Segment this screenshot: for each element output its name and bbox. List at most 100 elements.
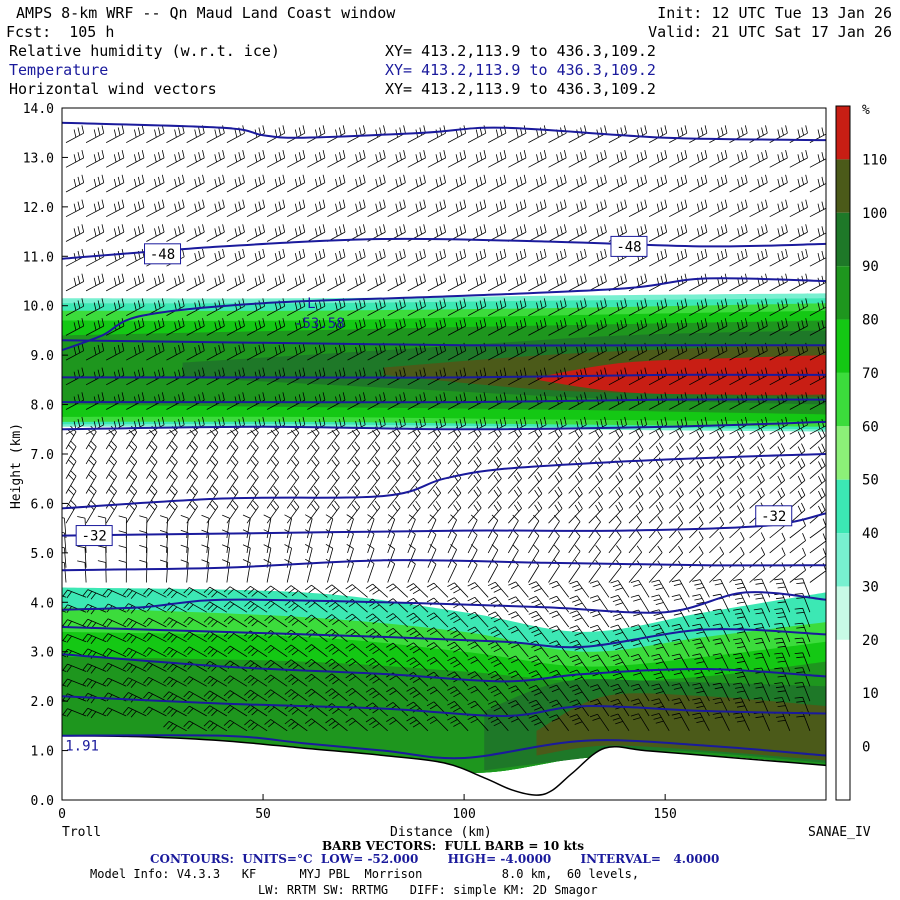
wind-barb-360: [264, 674, 288, 687]
wind-barb-583: [407, 224, 426, 242]
wind-barb-491: [345, 687, 368, 702]
wind-barb-715: [488, 224, 507, 242]
wind-barb-255: [206, 174, 225, 193]
wind-barb-1145: [749, 199, 768, 218]
wind-barb-723: [487, 670, 509, 687]
wind-barb-299: [223, 601, 248, 613]
wind-barb-581: [407, 273, 426, 292]
wind-barb-565: [407, 558, 416, 583]
wind-barb-408: [306, 441, 320, 465]
wind-barb-870: [588, 442, 603, 465]
wind-barb-548: [387, 273, 406, 292]
wind-barb-578: [407, 342, 426, 361]
wind-barb-285: [226, 248, 245, 267]
wind-barb-69: [82, 633, 107, 645]
contour-label-box-1: [610, 235, 648, 257]
wind-barb-675: [467, 392, 487, 410]
wind-barb-1240: [809, 298, 826, 316]
wind-barb-164: [143, 647, 167, 658]
wind-barb-272: [226, 500, 239, 524]
wind-barb-857: [569, 640, 590, 657]
wind-barb-234: [183, 587, 207, 598]
wind-barb-341: [266, 455, 280, 479]
wind-barb-1064: [709, 502, 725, 524]
wind-barb-941: [628, 342, 647, 361]
wind-barb-727: [487, 611, 509, 628]
wind-barb-173: [166, 500, 178, 524]
wind-barb-1054: [692, 653, 710, 672]
wind-barb-131: [122, 662, 147, 674]
wind-barb-436: [325, 514, 334, 539]
wind-barb-338: [266, 500, 280, 524]
wind-barb-334: [263, 559, 272, 583]
wind-barb-887: [589, 684, 610, 702]
wind-barb-1198: [789, 473, 806, 494]
wind-barb-909: [608, 318, 627, 336]
x-axis-label: Distance (km): [390, 825, 492, 840]
wind-barb-612: [427, 318, 446, 336]
wind-barb-818: [548, 125, 567, 143]
wind-barb-745: [508, 298, 527, 316]
wind-barb-100: [102, 648, 127, 658]
y-tick-label-2: 2.0: [31, 695, 54, 710]
wind-barb-139: [139, 530, 148, 553]
wind-barb-59: [85, 224, 105, 242]
wind-barb-296: [223, 645, 248, 658]
wind-barb-286: [226, 224, 245, 242]
wind-barb-1211: [789, 199, 808, 218]
wind-barb-974: [648, 342, 668, 361]
wind-barb-67: [82, 663, 107, 674]
wind-barb-98: [102, 677, 127, 687]
wind-barb-1006: [669, 367, 688, 386]
wind-barb-521: [367, 125, 386, 143]
wind-barb-884: [588, 125, 607, 143]
wind-barb-305: [246, 500, 259, 524]
wind-barb-667: [467, 514, 478, 539]
wind-barb-359: [264, 689, 288, 702]
wind-barb-494: [345, 643, 368, 658]
wind-barb-842: [568, 342, 587, 361]
wind-barb-1105: [729, 367, 748, 386]
wind-barb-502: [367, 514, 375, 539]
wind-barb-182: [166, 342, 185, 361]
wind-barb-492: [345, 673, 368, 687]
wind-barb-1206: [789, 318, 808, 336]
wind-barb-901: [608, 472, 624, 494]
wind-barb-281: [226, 342, 245, 361]
wind-barb-1179: [769, 174, 788, 193]
wind-barb-485: [347, 199, 366, 218]
wind-barb-757: [508, 655, 529, 672]
wind-barb-482: [347, 273, 366, 292]
wind-barb-872: [588, 416, 607, 435]
wind-barb-488: [347, 125, 366, 143]
wind-barb-233: [183, 601, 207, 613]
wind-barb-1063: [709, 516, 725, 539]
wind-barb-834: [568, 486, 583, 509]
wind-barb-1213: [789, 150, 808, 168]
wind-barb-201: [163, 587, 187, 599]
wind-barb-1062: [709, 531, 725, 554]
barb-legend: BARB VECTORS: FULL BARB = 10 kts: [322, 839, 585, 853]
wind-barb-113: [125, 440, 138, 465]
wind-barb-1140: [749, 318, 768, 336]
wind-barb-927: [610, 580, 630, 598]
wind-barb-1104: [729, 392, 748, 410]
wind-barb-1166: [769, 458, 786, 480]
wind-barb-467: [346, 543, 354, 568]
wind-barb-1177: [769, 224, 788, 242]
wind-barb-1180: [769, 150, 788, 168]
wind-barb-1146: [749, 174, 768, 193]
wind-barb-1067: [709, 457, 725, 479]
contour-label-box-2: [75, 525, 113, 547]
wind-barb-560: [386, 642, 409, 657]
wind-barb-326: [244, 689, 268, 702]
wind-barb-374: [286, 456, 300, 479]
wind-barb-1037: [689, 416, 708, 435]
wind-barb-550: [387, 224, 406, 242]
wind-barb-372: [286, 485, 300, 509]
wind-barb-584: [407, 199, 426, 218]
wind-barb-1115: [729, 125, 748, 143]
wind-barb-1049: [689, 125, 708, 143]
wind-barb-256: [206, 150, 225, 168]
wind-barb-148: [146, 392, 165, 410]
